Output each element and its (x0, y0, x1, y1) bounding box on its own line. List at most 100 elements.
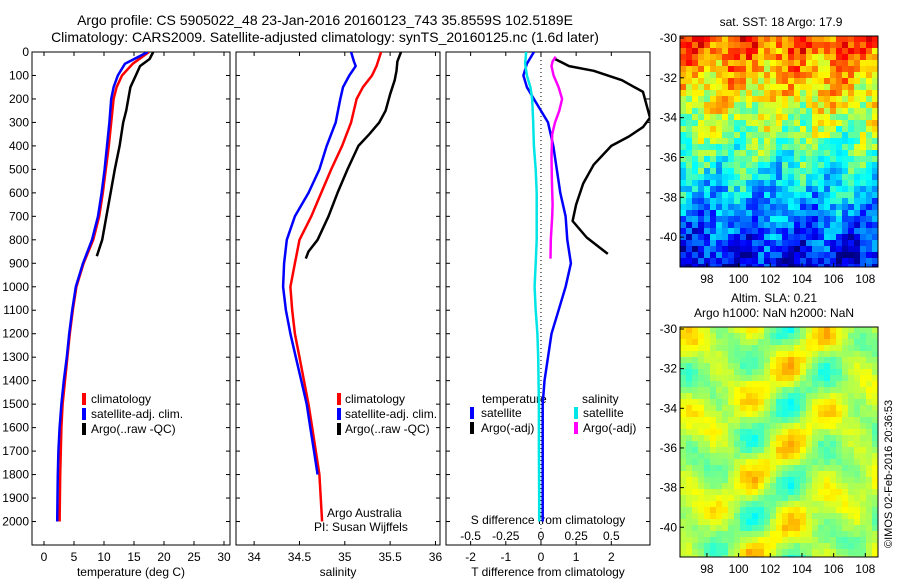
x-tick-label: 10 (97, 550, 111, 564)
legend-label: Argo(..raw -QC) (91, 422, 176, 436)
difference-xlabel2: S difference from climatology (471, 513, 626, 527)
series-line-argorawqc (304, 52, 403, 260)
series-line-climatology (58, 52, 150, 522)
x-tick-label: 0 (41, 550, 48, 564)
sla-heatmap (680, 327, 878, 557)
map-x-tick-label: 108 (855, 562, 875, 576)
map-x-tick-label: 104 (792, 272, 812, 286)
salinity-plot-frame (235, 51, 441, 546)
legend-label: climatology (345, 392, 405, 406)
temperature-xlabel: temperature (deg C) (77, 565, 185, 579)
map-x-tick-label: 106 (824, 562, 844, 576)
series-line-climatology (289, 52, 383, 522)
sst-map-title: sat. SST: 18 Argo: 17.9 (720, 15, 843, 29)
y-tick-label: 700 (9, 209, 29, 223)
legend-swatch-satellite (337, 408, 341, 420)
legend-label: Argo(..raw -QC) (345, 422, 430, 436)
x2-tick-label: -0.5 (460, 529, 481, 543)
temperature-plot-frame (31, 51, 231, 546)
y-tick-label: 0 (22, 45, 29, 59)
y-tick-label: 800 (9, 233, 29, 247)
salinity-xlabel: salinity (320, 565, 357, 579)
map-x-tick-label: 102 (760, 562, 780, 576)
y-tick-label: 900 (9, 256, 29, 270)
legend-swatch-temp-satellite (470, 407, 474, 419)
salinity-legend: climatology satellite-adj. clim. Argo(..… (337, 392, 437, 436)
map-x-tick-label: 100 (729, 272, 749, 286)
y-tick-label: 200 (9, 92, 29, 106)
x-tick-label: 2 (608, 550, 615, 564)
figure-title-line1: Argo profile: CS 5905022_48 23-Jan-2016 … (77, 12, 573, 28)
legend-swatch-argo (337, 423, 341, 435)
x-tick-label: 5 (71, 550, 78, 564)
y-tick-label: 600 (9, 186, 29, 200)
legend-label: satellite (583, 406, 624, 420)
legend-label: satellite (481, 406, 522, 420)
legend-swatch-temp-argo (470, 422, 474, 434)
map-x-tick-label: 98 (700, 562, 714, 576)
x2-tick-label: 0.5 (603, 529, 620, 543)
y-tick-label: 1400 (2, 374, 29, 388)
x-tick-label: -1 (500, 550, 511, 564)
copyright-stamp: ©IMOS 02-Feb-2016 20:36:53 (883, 400, 895, 548)
y-tick-label: 1800 (2, 468, 29, 482)
series-line-argoadj (554, 57, 650, 255)
series-line-satelliteadjclim (281, 52, 357, 475)
series-group (522, 52, 650, 522)
y-tick-label: 1500 (2, 397, 29, 411)
y-tick-label: 1000 (2, 280, 29, 294)
legend-header-temperature: temperature (482, 392, 547, 406)
y-tick-label: 300 (9, 115, 29, 129)
x2-tick-label: 0.25 (564, 529, 588, 543)
difference-xlabel: T difference from climatology (471, 565, 625, 579)
difference-plot-frame (445, 51, 651, 546)
y-tick-label: 1200 (2, 327, 29, 341)
y-tick-label: 100 (9, 68, 29, 82)
map-y-tick-label: -32 (660, 362, 678, 376)
y-tick-label: 1100 (3, 303, 29, 317)
series-line-satellite (523, 52, 541, 522)
map-x-tick-label: 106 (824, 272, 844, 286)
map-y-tick-label: -34 (660, 111, 678, 125)
map-x-tick-label: 98 (700, 272, 714, 286)
series-line-argoadj (549, 56, 564, 259)
x-tick-label: 36 (429, 550, 443, 564)
legend-header-salinity: salinity (582, 392, 619, 406)
x-tick-label: 0 (538, 550, 545, 564)
map-y-tick-label: -36 (660, 441, 678, 455)
legend-label: satellite-adj. clim. (345, 407, 437, 421)
y-tick-label: 1900 (2, 491, 29, 505)
x-tick-label: -2 (465, 550, 476, 564)
legend-swatch-satellite (82, 408, 86, 420)
x-tick-label: 34 (247, 550, 261, 564)
x-tick-label: 20 (157, 550, 171, 564)
legend-swatch-argo (82, 423, 86, 435)
x-tick-label: 1 (573, 550, 580, 564)
sla-map-frame (679, 326, 879, 558)
series-line-satellite (522, 52, 573, 522)
x-tick-label: 35 (338, 550, 352, 564)
difference-legend: temperature salinity satellite Argo(-adj… (470, 392, 636, 435)
map-y-tick-label: -34 (660, 401, 678, 415)
x-tick-label: 15 (127, 550, 141, 564)
legend-label: climatology (91, 392, 151, 406)
sla-map-title: Altim. SLA: 0.21 (731, 291, 817, 305)
legend-swatch-climatology (82, 393, 86, 405)
y-tick-label: 2000 (2, 515, 29, 529)
sla-map-panel: Altim. SLA: 0.21 Argo h1000: NaN h2000: … (679, 291, 879, 558)
y-tick-label: 1300 (2, 350, 29, 364)
map-y-tick-label: -30 (660, 31, 678, 45)
map-y-tick-label: -30 (660, 322, 678, 336)
legend-swatch-climatology (337, 393, 341, 405)
sst-heatmap (680, 36, 878, 267)
map-x-tick-label: 108 (855, 272, 875, 286)
y-tick-label: 1700 (2, 444, 29, 458)
sst-map-panel: sat. SST: 18 Argo: 17.9 (679, 15, 879, 268)
x-tick-label: 25 (187, 550, 201, 564)
series-group (281, 52, 403, 522)
map-y-tick-label: -40 (660, 230, 678, 244)
y-tick-label: 1600 (2, 421, 29, 435)
temperature-legend: climatology satellite-adj. clim. Argo(..… (82, 392, 183, 436)
legend-label: Argo(-adj) (583, 421, 636, 435)
